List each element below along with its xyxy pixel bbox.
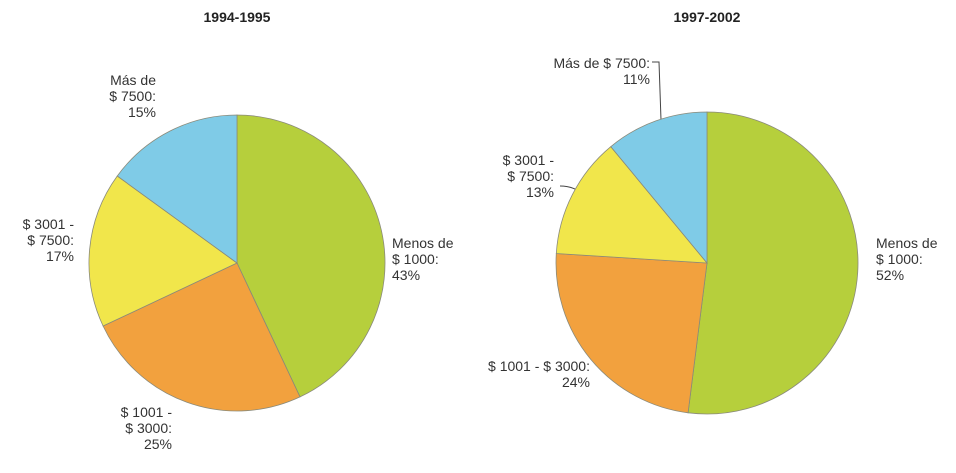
value-label: 17%	[45, 248, 74, 264]
category: Menos de $ 1000:	[392, 235, 454, 267]
pie-slice	[610, 111, 708, 265]
value-label: 25%	[143, 436, 172, 452]
category: Menos de $ 1000:	[876, 235, 938, 267]
value-label: 11%	[623, 71, 650, 87]
category: $ 1001 - $ 3000:	[120, 404, 172, 436]
pie-slice	[555, 253, 708, 414]
pie-slice	[88, 175, 238, 327]
pie-slice	[555, 146, 708, 264]
value-label: 13%	[525, 184, 554, 200]
slice-label: Menos de $ 1000: 52%	[876, 235, 937, 283]
value-label: 52%	[876, 267, 905, 283]
category: $ 1001 - $ 3000:	[488, 358, 590, 374]
slice-label: Más de $ 7500: 15%	[109, 72, 156, 120]
leader-line	[652, 61, 662, 121]
pie-slice	[236, 114, 386, 398]
value-label: 24%	[561, 374, 590, 390]
pie-slice	[687, 111, 859, 415]
category: Más de $ 7500:	[109, 72, 156, 104]
chart-title: 1997-2002	[674, 9, 741, 25]
value-label: 43%	[392, 267, 421, 283]
chart-title: 1994-1995	[204, 9, 271, 25]
slice-label: $ 3001 - $ 7500: 17%	[23, 216, 74, 264]
pie-slice	[102, 262, 301, 412]
category: Más de $ 7500:	[553, 55, 650, 71]
slice-label: Más de $ 7500: 11%	[553, 55, 650, 87]
value-label: 15%	[127, 104, 156, 120]
pie-slice	[116, 114, 238, 264]
category: $ 3001 - $ 7500:	[22, 216, 74, 248]
slice-label: $ 3001 - $ 7500: 13%	[503, 152, 554, 200]
category: $ 3001 - $ 7500:	[502, 152, 554, 184]
slice-label: $ 1001 - $ 3000: 25%	[121, 404, 172, 452]
slice-label: $ 1001 - $ 3000: 24%	[488, 358, 590, 390]
slice-label: Menos de $ 1000: 43%	[392, 235, 453, 283]
